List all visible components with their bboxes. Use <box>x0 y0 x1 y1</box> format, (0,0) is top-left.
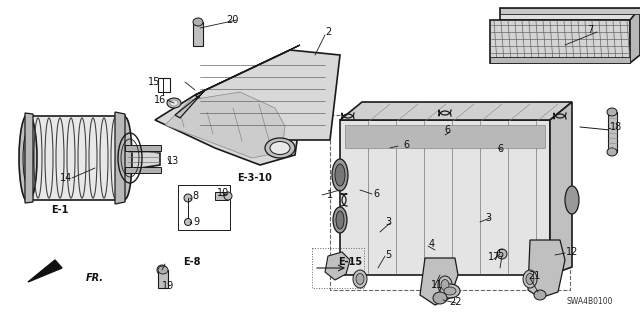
Polygon shape <box>340 120 550 275</box>
Ellipse shape <box>23 131 33 185</box>
Ellipse shape <box>118 117 132 199</box>
Ellipse shape <box>167 98 181 108</box>
Ellipse shape <box>335 164 345 186</box>
Ellipse shape <box>433 292 447 304</box>
Ellipse shape <box>332 159 348 191</box>
Ellipse shape <box>184 219 191 226</box>
Ellipse shape <box>170 100 178 106</box>
Ellipse shape <box>265 138 295 158</box>
Ellipse shape <box>438 276 452 294</box>
Polygon shape <box>128 148 160 170</box>
Polygon shape <box>500 8 640 20</box>
Text: 7: 7 <box>587 25 593 35</box>
Ellipse shape <box>526 273 534 285</box>
Polygon shape <box>195 45 300 95</box>
Text: 9: 9 <box>193 217 199 227</box>
Text: 22: 22 <box>450 297 462 307</box>
Polygon shape <box>500 8 640 14</box>
Ellipse shape <box>440 284 460 298</box>
Ellipse shape <box>356 273 364 285</box>
Text: 17: 17 <box>488 252 500 262</box>
Text: 19: 19 <box>162 281 174 291</box>
Ellipse shape <box>333 207 347 233</box>
Bar <box>178 185 230 230</box>
Text: 3: 3 <box>485 213 491 223</box>
Text: E-15: E-15 <box>338 257 362 267</box>
Ellipse shape <box>157 265 167 275</box>
Bar <box>125 145 161 151</box>
Bar <box>330 115 570 290</box>
Text: 5: 5 <box>497 249 503 259</box>
Bar <box>125 167 161 173</box>
Ellipse shape <box>353 270 367 288</box>
Polygon shape <box>155 85 300 165</box>
Text: 16: 16 <box>154 95 166 105</box>
Text: E-1: E-1 <box>51 205 68 215</box>
Text: 6: 6 <box>497 144 503 154</box>
Text: 3: 3 <box>385 217 391 227</box>
Text: 6: 6 <box>444 125 450 135</box>
Polygon shape <box>165 92 285 158</box>
Polygon shape <box>28 116 125 200</box>
Text: 13: 13 <box>167 156 179 166</box>
Polygon shape <box>28 260 62 282</box>
Ellipse shape <box>270 142 290 154</box>
Text: 6: 6 <box>403 140 409 150</box>
Polygon shape <box>528 240 565 298</box>
Bar <box>193 22 203 46</box>
Ellipse shape <box>336 211 344 229</box>
Text: SWA4B0100: SWA4B0100 <box>567 298 613 307</box>
Ellipse shape <box>19 114 37 202</box>
Text: FR.: FR. <box>86 273 104 283</box>
Polygon shape <box>420 258 458 305</box>
Polygon shape <box>345 125 545 148</box>
Text: 21: 21 <box>528 271 540 281</box>
Ellipse shape <box>441 279 449 291</box>
Text: E-8: E-8 <box>183 257 201 267</box>
Polygon shape <box>175 90 205 118</box>
Ellipse shape <box>497 249 507 259</box>
Text: 14: 14 <box>60 173 72 183</box>
Polygon shape <box>340 102 572 120</box>
Ellipse shape <box>565 186 579 214</box>
Text: 1: 1 <box>327 190 333 200</box>
Text: 5: 5 <box>385 250 391 260</box>
Text: 10: 10 <box>217 188 229 198</box>
Ellipse shape <box>158 266 168 274</box>
Ellipse shape <box>224 192 232 200</box>
Ellipse shape <box>523 270 537 288</box>
Polygon shape <box>630 8 640 63</box>
Text: 8: 8 <box>192 191 198 201</box>
Ellipse shape <box>607 108 617 116</box>
Text: E-3-10: E-3-10 <box>237 173 273 183</box>
Bar <box>312 248 364 288</box>
Polygon shape <box>325 252 350 280</box>
Bar <box>158 270 168 288</box>
Text: 11: 11 <box>431 280 443 290</box>
Polygon shape <box>25 113 33 203</box>
Polygon shape <box>115 112 125 204</box>
Text: 20: 20 <box>226 15 238 25</box>
Text: 2: 2 <box>325 27 331 37</box>
Ellipse shape <box>184 194 192 202</box>
Ellipse shape <box>444 287 456 295</box>
Ellipse shape <box>607 148 617 156</box>
Text: 18: 18 <box>610 122 622 132</box>
Polygon shape <box>490 20 630 63</box>
Polygon shape <box>195 50 340 140</box>
Polygon shape <box>490 57 630 63</box>
Ellipse shape <box>193 18 203 26</box>
Polygon shape <box>215 192 228 200</box>
Text: 15: 15 <box>148 77 160 87</box>
Ellipse shape <box>534 290 546 300</box>
Text: 4: 4 <box>429 239 435 249</box>
Bar <box>608 112 617 152</box>
Polygon shape <box>550 102 572 275</box>
Text: 6: 6 <box>373 189 379 199</box>
Text: 12: 12 <box>566 247 578 257</box>
